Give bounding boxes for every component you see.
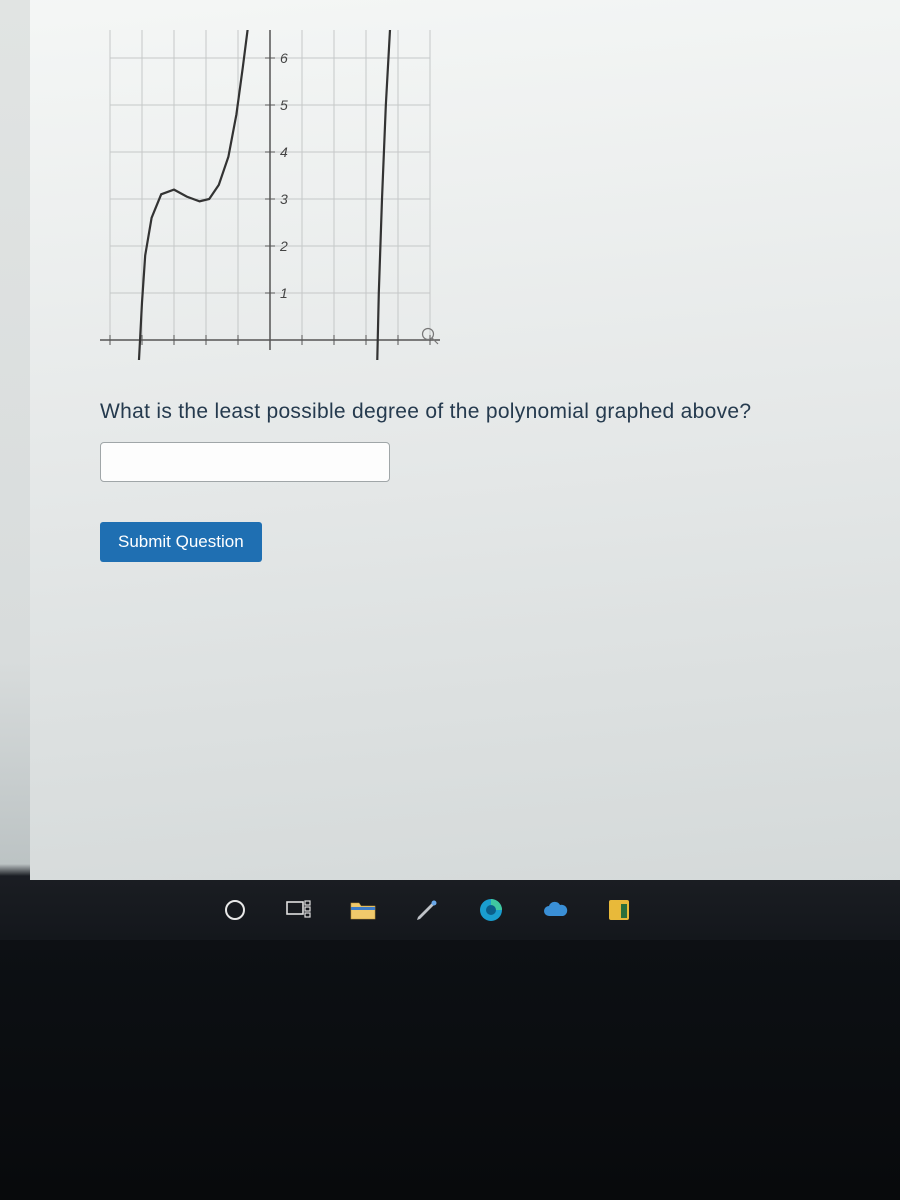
curve-right xyxy=(377,30,390,360)
app-icon[interactable] xyxy=(604,895,634,925)
edge-icon[interactable] xyxy=(476,895,506,925)
ytick-6: 6 xyxy=(280,50,288,66)
polynomial-graph: 1 2 3 4 5 6 xyxy=(100,30,440,360)
question-panel: 1 2 3 4 5 6 What is the least possible d… xyxy=(30,0,900,920)
taskbar xyxy=(0,880,900,940)
ytick-5: 5 xyxy=(280,97,288,113)
ytick-4: 4 xyxy=(280,144,288,160)
desk-surface xyxy=(0,940,900,1200)
curve-left xyxy=(139,30,248,360)
task-view-icon[interactable] xyxy=(284,895,314,925)
question-prompt: What is the least possible degree of the… xyxy=(100,400,840,424)
ytick-2: 2 xyxy=(279,238,288,254)
ytick-3: 3 xyxy=(280,191,288,207)
ytick-1: 1 xyxy=(280,285,288,301)
submit-button[interactable]: Submit Question xyxy=(100,522,262,562)
cortana-icon[interactable] xyxy=(220,895,250,925)
cloud-icon[interactable] xyxy=(540,895,570,925)
graph-svg: 1 2 3 4 5 6 xyxy=(100,30,440,360)
pen-icon[interactable] xyxy=(412,895,442,925)
answer-input[interactable] xyxy=(100,442,390,482)
file-explorer-icon[interactable] xyxy=(348,895,378,925)
